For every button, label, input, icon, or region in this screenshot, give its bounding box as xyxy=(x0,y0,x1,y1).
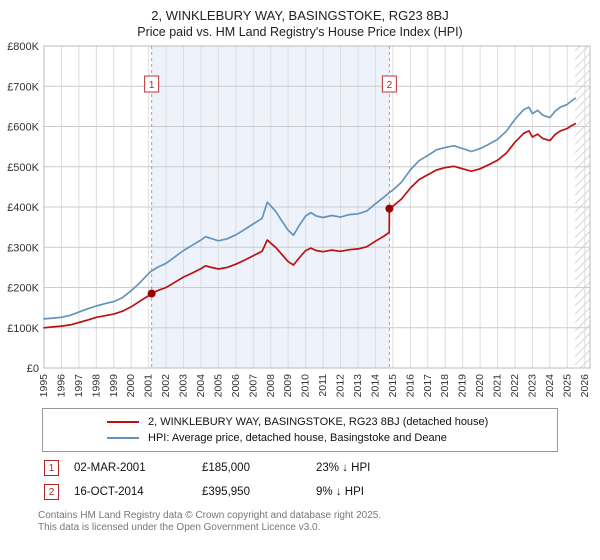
svg-text:2022: 2022 xyxy=(509,374,521,398)
svg-text:2000: 2000 xyxy=(125,374,137,398)
svg-text:2007: 2007 xyxy=(247,374,259,398)
hpi-line-swatch xyxy=(107,437,139,439)
sale-marker-dot-1 xyxy=(147,289,156,298)
legend-item-property: 2, WINKLEBURY WAY, BASINGSTOKE, RG23 8BJ… xyxy=(51,414,549,430)
sale-marker-box-2 xyxy=(381,75,397,93)
svg-text:£700K: £700K xyxy=(7,81,39,93)
svg-text:£0: £0 xyxy=(27,363,39,375)
svg-text:2: 2 xyxy=(387,80,393,91)
svg-text:2015: 2015 xyxy=(387,374,399,398)
legend-item-hpi-label: HPI: Average price, detached house, Basi… xyxy=(148,432,447,444)
svg-text:2019: 2019 xyxy=(457,374,469,398)
svg-text:£800K: £800K xyxy=(7,41,39,53)
svg-text:1: 1 xyxy=(149,80,155,91)
license-footer-line2: This data is licensed under the Open Gov… xyxy=(38,522,321,534)
svg-text:2002: 2002 xyxy=(160,374,172,398)
legend-item-hpi: HPI: Average price, detached house, Basi… xyxy=(51,430,549,446)
chart-title: 2, WINKLEBURY WAY, BASINGSTOKE, RG23 8BJ xyxy=(151,8,449,23)
chart-subtitle: Price paid vs. HM Land Registry's House … xyxy=(137,25,463,39)
svg-text:2010: 2010 xyxy=(300,374,312,398)
svg-text:1995: 1995 xyxy=(38,374,50,398)
transaction-1-date: 02-MAR-2001 xyxy=(74,462,146,474)
svg-text:2024: 2024 xyxy=(544,374,556,398)
svg-text:2003: 2003 xyxy=(178,374,190,398)
transaction-1-marker: 1 xyxy=(44,460,59,476)
svg-text:£100K: £100K xyxy=(7,323,39,335)
svg-text:£300K: £300K xyxy=(7,242,39,254)
transaction-1-hpi-diff: 23% ↓ HPI xyxy=(316,462,371,474)
svg-text:2004: 2004 xyxy=(195,374,207,398)
svg-text:£600K: £600K xyxy=(7,122,39,134)
svg-text:2009: 2009 xyxy=(282,374,294,398)
svg-text:2025: 2025 xyxy=(561,374,573,398)
sale-marker-box-1 xyxy=(144,75,160,93)
svg-text:2023: 2023 xyxy=(526,374,538,398)
svg-text:2021: 2021 xyxy=(492,374,504,398)
license-footer-line1: Contains HM Land Registry data © Crown c… xyxy=(38,510,382,521)
svg-text:1997: 1997 xyxy=(73,374,85,398)
svg-text:1998: 1998 xyxy=(90,374,102,398)
svg-text:£400K: £400K xyxy=(7,202,39,214)
svg-text:2011: 2011 xyxy=(317,374,329,397)
svg-text:2001: 2001 xyxy=(143,374,155,398)
svg-text:2016: 2016 xyxy=(404,374,416,398)
svg-text:£200K: £200K xyxy=(7,283,39,295)
svg-text:2026: 2026 xyxy=(579,374,591,398)
svg-text:1999: 1999 xyxy=(108,374,120,398)
svg-text:2014: 2014 xyxy=(369,374,381,398)
property-line-swatch xyxy=(107,421,139,423)
svg-text:2018: 2018 xyxy=(439,374,451,398)
transaction-1-price: £185,000 xyxy=(202,462,250,474)
svg-text:1996: 1996 xyxy=(55,374,67,398)
svg-text:2020: 2020 xyxy=(474,374,486,398)
transaction-2-marker: 2 xyxy=(44,484,59,500)
transaction-2-date: 16-OCT-2014 xyxy=(74,486,144,498)
license-footer: Contains HM Land Registry data © Crown c… xyxy=(38,510,600,534)
svg-text:2017: 2017 xyxy=(422,374,434,398)
legend-item-property-label: 2, WINKLEBURY WAY, BASINGSTOKE, RG23 8BJ… xyxy=(148,416,489,428)
svg-text:2013: 2013 xyxy=(352,374,364,398)
transaction-row-2: 2 16-OCT-2014 £395,950 9% ↓ HPI xyxy=(44,484,600,500)
transaction-2-hpi-diff: 9% ↓ HPI xyxy=(316,486,364,498)
svg-text:2006: 2006 xyxy=(230,374,242,398)
legend: 2, WINKLEBURY WAY, BASINGSTOKE, RG23 8BJ… xyxy=(42,408,558,452)
svg-text:2008: 2008 xyxy=(265,374,277,398)
svg-text:2012: 2012 xyxy=(335,374,347,398)
sale-marker-dot-2 xyxy=(385,204,394,213)
series-line-1 xyxy=(43,97,577,320)
svg-text:2005: 2005 xyxy=(212,374,224,398)
transaction-2-price: £395,950 xyxy=(202,486,250,498)
transaction-row-1: 1 02-MAR-2001 £185,000 23% ↓ HPI xyxy=(44,460,600,476)
price-chart-svg: 1 2 £0 £100K £200K £300K £400K £500K £600K £700K £… xyxy=(7,41,591,398)
svg-text:£500K: £500K xyxy=(7,162,39,174)
